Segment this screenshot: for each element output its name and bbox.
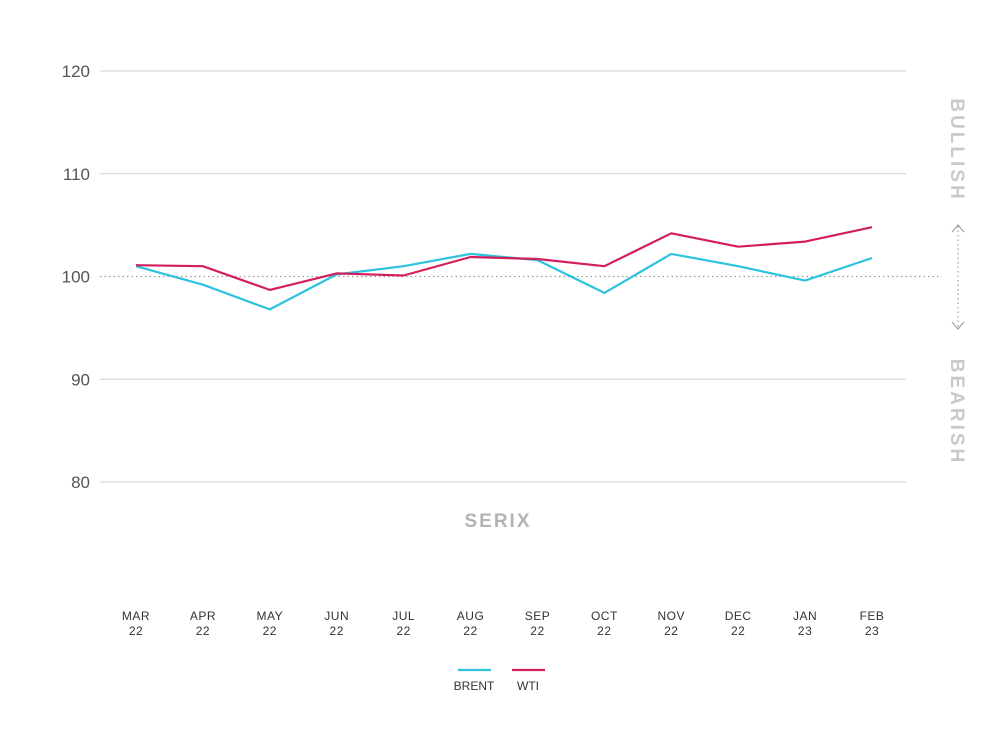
legend: BRENT WTI (454, 668, 545, 693)
bullish-label: BULLISH (946, 98, 967, 201)
x-tick-year: 22 (263, 624, 277, 638)
x-tick-month: JUL (392, 609, 415, 623)
x-tick-month: FEB (860, 609, 885, 623)
x-tick-month: AUG (457, 609, 485, 623)
x-tick-year: 22 (396, 624, 410, 638)
x-tick-year: 22 (731, 624, 745, 638)
legend-label-wti: WTI (517, 679, 539, 693)
x-tick-year: 22 (597, 624, 611, 638)
y-tick-label-110: 110 (63, 165, 90, 184)
bearish-label: BEARISH (946, 359, 967, 466)
x-tick-month: DEC (725, 609, 752, 623)
arrow-up-icon (951, 224, 965, 233)
series-lines (135, 226, 873, 311)
x-tick-year: 22 (129, 624, 143, 638)
x-tick-year: 22 (664, 624, 678, 638)
legend-label-brent: BRENT (454, 679, 495, 693)
gridlines (100, 70, 906, 483)
x-axis-label: SERIX (464, 511, 531, 532)
x-tick-month: SEP (525, 609, 551, 623)
sentiment-indicator: BULLISH BEARISH (946, 98, 967, 465)
x-tick-month: JUN (324, 609, 349, 623)
x-tick-month: NOV (658, 609, 686, 623)
y-tick-label-100: 100 (62, 268, 90, 287)
y-axis-ticks: 80 90 100 110 120 (62, 62, 90, 492)
x-tick-year: 23 (865, 624, 879, 638)
x-tick-year: 22 (463, 624, 477, 638)
x-tick-year: 22 (530, 624, 544, 638)
x-axis-ticks: MAR22APR22MAY22JUN22JUL22AUG22SEP22OCT22… (122, 609, 885, 638)
x-tick-month: MAR (122, 609, 150, 623)
arrow-down-icon (951, 321, 965, 330)
series-line-wti (135, 226, 873, 291)
x-tick-year: 22 (330, 624, 344, 638)
x-tick-month: OCT (591, 609, 618, 623)
x-tick-year: 22 (196, 624, 210, 638)
x-tick-month: APR (190, 609, 216, 623)
x-tick-month: JAN (793, 609, 817, 623)
x-tick-month: MAY (257, 609, 284, 623)
x-tick-year: 23 (798, 624, 812, 638)
y-tick-label-90: 90 (71, 370, 90, 389)
y-tick-label-80: 80 (71, 473, 90, 492)
y-tick-label-120: 120 (62, 62, 90, 81)
